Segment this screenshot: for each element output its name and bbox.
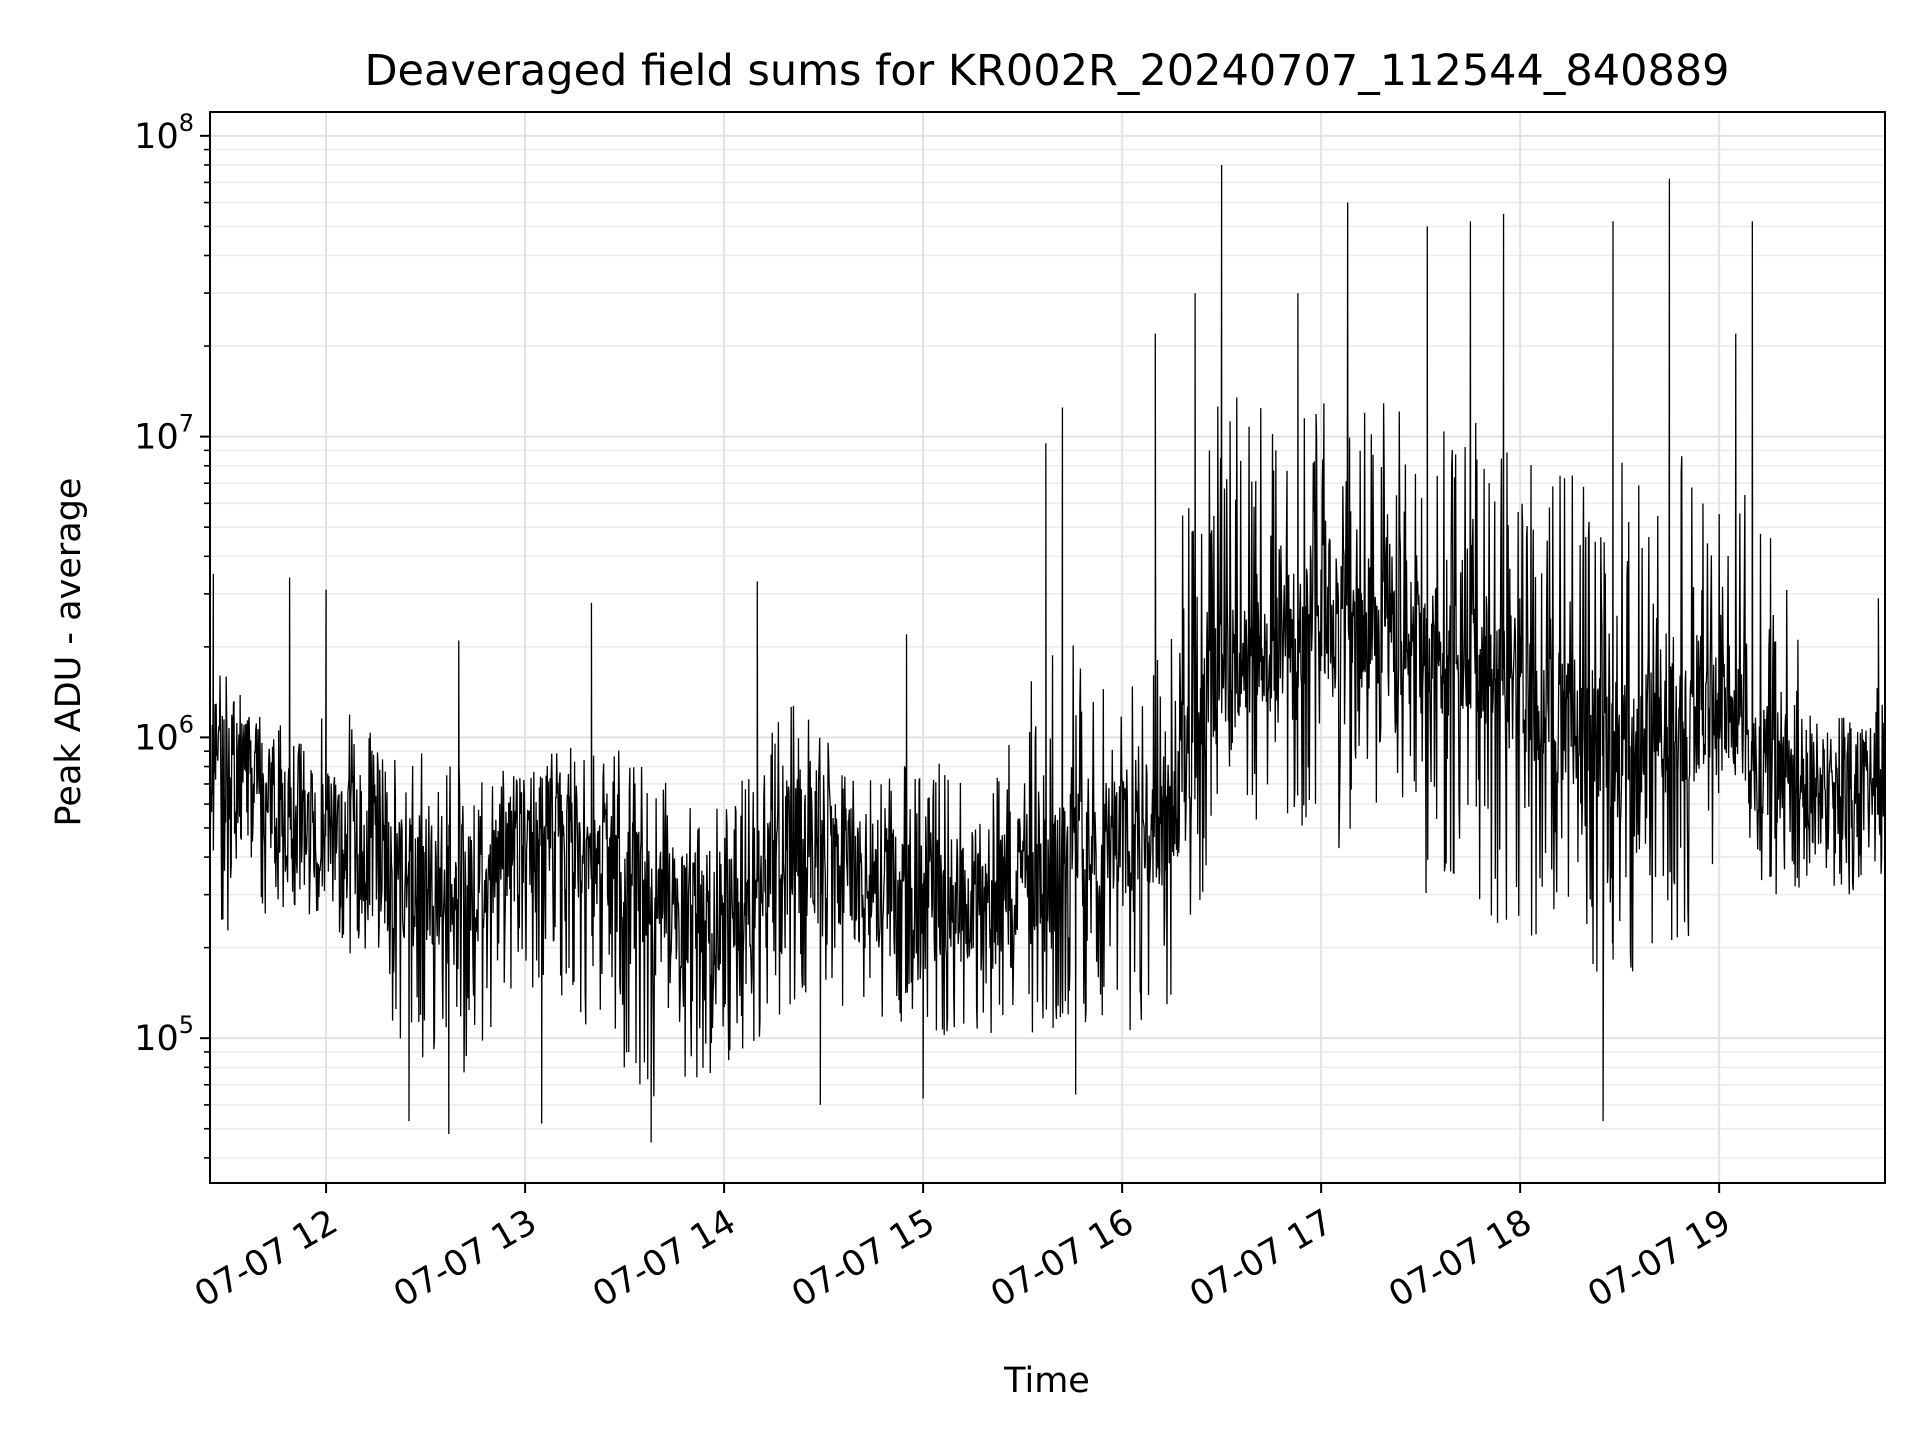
- y-tick-label: 108: [134, 109, 194, 157]
- x-axis-label: Time: [1003, 1361, 1090, 1401]
- y-tick-label: 106: [134, 710, 194, 758]
- chart-title: Deaveraged field sums for KR002R_2024070…: [364, 46, 1729, 96]
- y-axis-label: Peak ADU - average: [49, 478, 89, 827]
- y-axis-ticks: 105 106 107 108: [134, 109, 210, 1159]
- y-tick-label: 107: [134, 410, 194, 458]
- series-line: [209, 164, 1886, 1143]
- y-tick-label: 105: [134, 1011, 194, 1059]
- series-layer: [209, 164, 1886, 1143]
